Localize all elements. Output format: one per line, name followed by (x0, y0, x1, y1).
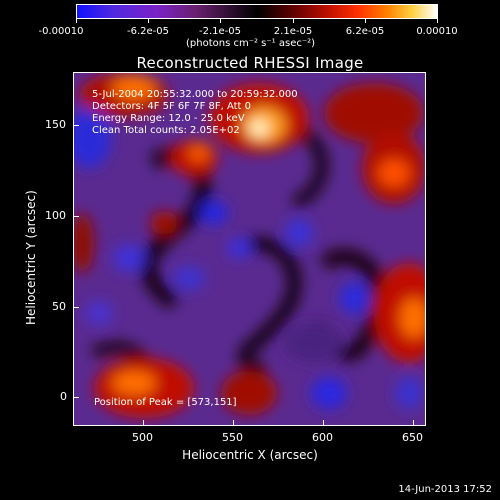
colorbar-units: (photons cm⁻² s⁻¹ asec⁻²) (186, 38, 316, 49)
info-line: Energy Range: 12.0 - 25.0 keV (92, 113, 245, 124)
x-tick-label: 650 (402, 431, 423, 444)
x-tick (143, 420, 144, 426)
colorbar-tick-label: 6.2e-05 (345, 26, 385, 37)
colorbar-tick (365, 19, 366, 23)
colorbar-tick-label: -0.00010 (38, 26, 84, 37)
x-tick-label: 550 (222, 431, 243, 444)
y-tick-label: 150 (45, 118, 66, 131)
x-tick-label: 600 (312, 431, 333, 444)
y-tick (73, 307, 79, 308)
y-tick-label: 0 (60, 390, 67, 403)
y-tick (73, 216, 79, 217)
colorbar-tick (76, 19, 77, 23)
x-tick (323, 420, 324, 426)
colorbar-tick-label: 0.00010 (416, 26, 458, 37)
rhessi-image-plot: 5-Jul-2004 20:55:32.000 to 20:59:32.000 … (73, 72, 426, 426)
timestamp: 14-Jun-2013 17:52 (398, 484, 492, 495)
y-tick (73, 397, 79, 398)
x-tick-label: 500 (132, 431, 153, 444)
colorbar-tick (293, 19, 294, 23)
info-text: 5-Jul-2004 20:55:32.000 to 20:59:32.000 … (92, 89, 298, 137)
info-line: Clean Total counts: 2.05E+02 (92, 125, 240, 136)
colorbar-tick-label: -6.2e-05 (127, 26, 169, 37)
colorbar-tick (437, 19, 438, 23)
x-axis-label: Heliocentric X (arcsec) (182, 448, 318, 462)
x-tick (233, 420, 234, 426)
peak-position-text: Position of Peak = [573,151] (94, 397, 237, 408)
y-axis-label: Heliocentric Y (arcsec) (24, 190, 38, 325)
colorbar-tick (148, 19, 149, 23)
info-line: Detectors: 4F 5F 6F 7F 8F, Att 0 (92, 101, 252, 112)
x-tick (413, 420, 414, 426)
y-tick-label: 50 (52, 300, 66, 313)
colorbar-tick-label: -2.1e-05 (199, 26, 241, 37)
colorbar-tick-label: 2.1e-05 (273, 26, 313, 37)
colorbar-tick (220, 19, 221, 23)
reconstructed-image (74, 73, 425, 425)
y-tick-label: 100 (45, 209, 66, 222)
colorbar (76, 4, 438, 19)
info-line: 5-Jul-2004 20:55:32.000 to 20:59:32.000 (92, 89, 298, 100)
plot-title: Reconstructed RHESSI Image (136, 54, 364, 72)
y-tick (73, 125, 79, 126)
